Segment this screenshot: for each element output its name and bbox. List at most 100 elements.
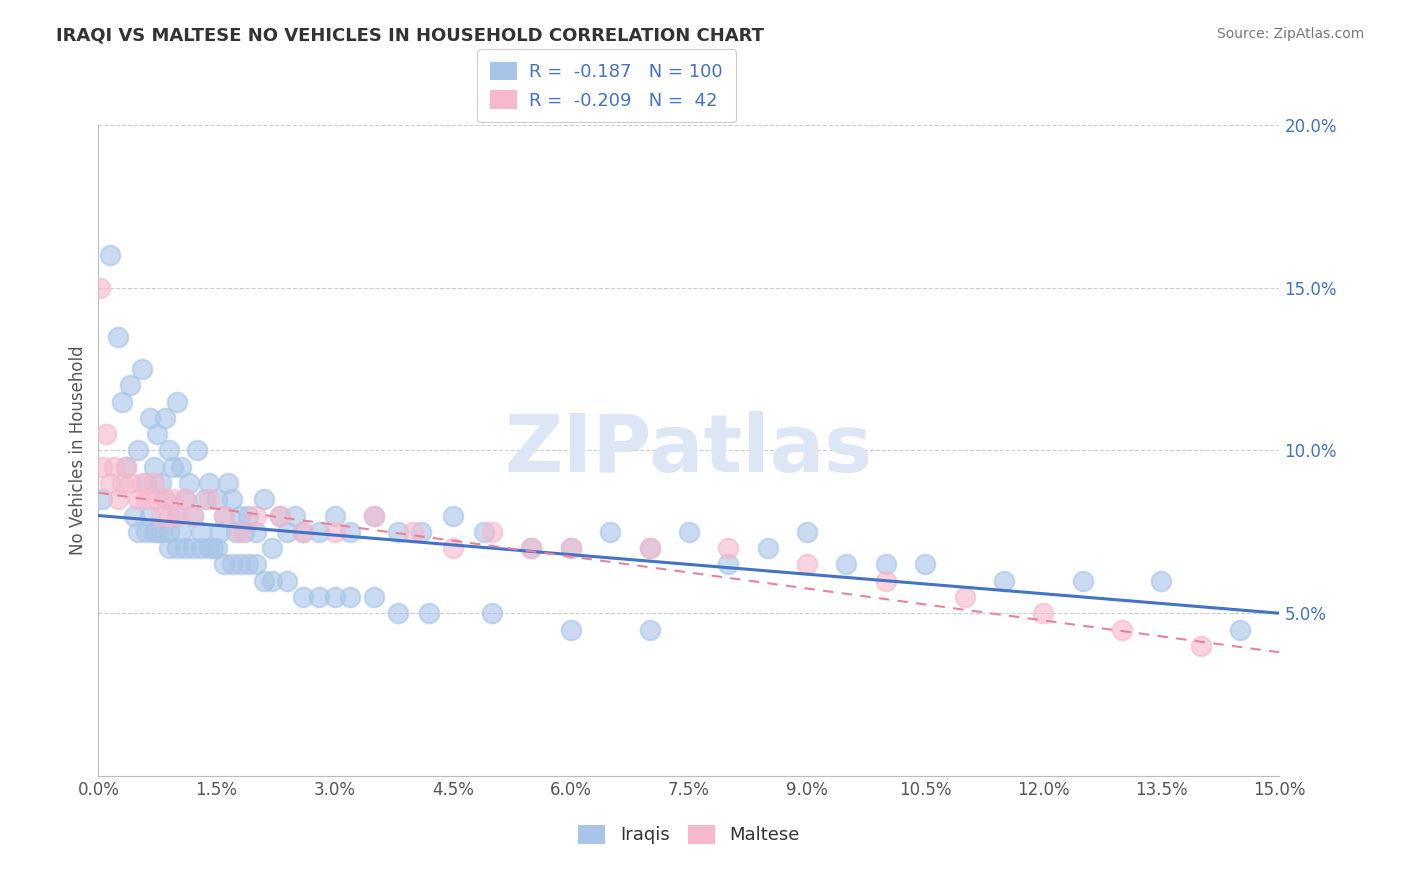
Point xyxy=(560,623,582,637)
Point xyxy=(111,476,134,491)
Point xyxy=(197,492,219,507)
Point xyxy=(387,607,409,621)
Point xyxy=(201,541,224,555)
Point xyxy=(103,459,125,474)
Point xyxy=(875,558,897,572)
Point xyxy=(107,492,129,507)
Legend: Iraqis, Maltese: Iraqis, Maltese xyxy=(571,818,807,852)
Point xyxy=(363,508,385,523)
Point xyxy=(111,394,134,409)
Point xyxy=(221,492,243,507)
Point xyxy=(146,427,169,442)
Point xyxy=(138,410,160,425)
Point xyxy=(209,524,232,539)
Point xyxy=(91,459,114,474)
Point xyxy=(339,590,361,604)
Point xyxy=(146,524,169,539)
Point xyxy=(194,492,217,507)
Point xyxy=(174,492,197,507)
Point xyxy=(233,524,256,539)
Point xyxy=(205,492,228,507)
Point xyxy=(155,410,177,425)
Point xyxy=(717,558,740,572)
Point xyxy=(174,492,197,507)
Point xyxy=(142,459,165,474)
Point xyxy=(678,524,700,539)
Point xyxy=(363,590,385,604)
Point xyxy=(91,492,114,507)
Point xyxy=(441,508,464,523)
Point xyxy=(411,524,433,539)
Point xyxy=(599,524,621,539)
Point xyxy=(993,574,1015,588)
Point xyxy=(236,558,259,572)
Point xyxy=(181,541,204,555)
Point xyxy=(229,508,252,523)
Point xyxy=(174,541,197,555)
Y-axis label: No Vehicles in Household: No Vehicles in Household xyxy=(69,345,87,556)
Point xyxy=(197,476,219,491)
Point xyxy=(197,541,219,555)
Point xyxy=(89,280,111,294)
Point xyxy=(292,524,315,539)
Point xyxy=(118,476,141,491)
Point xyxy=(323,508,346,523)
Point xyxy=(520,541,543,555)
Point xyxy=(166,508,188,523)
Point xyxy=(162,459,184,474)
Point xyxy=(229,558,252,572)
Point xyxy=(717,541,740,555)
Point xyxy=(953,590,976,604)
Point xyxy=(177,476,200,491)
Point xyxy=(96,427,118,442)
Point xyxy=(150,508,173,523)
Point xyxy=(170,524,193,539)
Point xyxy=(292,590,315,604)
Point xyxy=(190,541,212,555)
Point xyxy=(560,541,582,555)
Point xyxy=(157,508,180,523)
Point xyxy=(142,524,165,539)
Point xyxy=(796,558,818,572)
Point xyxy=(190,524,212,539)
Point xyxy=(1189,639,1212,653)
Point xyxy=(323,524,346,539)
Point xyxy=(835,558,858,572)
Point xyxy=(292,524,315,539)
Point xyxy=(269,508,291,523)
Point xyxy=(107,329,129,343)
Point xyxy=(387,524,409,539)
Point xyxy=(135,524,157,539)
Point xyxy=(127,524,149,539)
Point xyxy=(276,524,298,539)
Point xyxy=(756,541,779,555)
Point xyxy=(1111,623,1133,637)
Text: Source: ZipAtlas.com: Source: ZipAtlas.com xyxy=(1216,27,1364,41)
Point xyxy=(638,623,661,637)
Point xyxy=(520,541,543,555)
Point xyxy=(217,476,239,491)
Point xyxy=(260,541,283,555)
Point xyxy=(323,590,346,604)
Point xyxy=(186,443,208,458)
Point xyxy=(284,508,307,523)
Point xyxy=(115,459,138,474)
Point xyxy=(875,574,897,588)
Point xyxy=(402,524,425,539)
Point xyxy=(131,362,153,376)
Point xyxy=(1071,574,1094,588)
Point xyxy=(122,508,145,523)
Point xyxy=(481,524,503,539)
Point xyxy=(441,541,464,555)
Point xyxy=(162,492,184,507)
Point xyxy=(98,476,121,491)
Point xyxy=(142,476,165,491)
Point xyxy=(472,524,495,539)
Point xyxy=(138,508,160,523)
Point xyxy=(638,541,661,555)
Point xyxy=(796,524,818,539)
Point xyxy=(363,508,385,523)
Point xyxy=(127,492,149,507)
Point xyxy=(236,508,259,523)
Point xyxy=(98,248,121,262)
